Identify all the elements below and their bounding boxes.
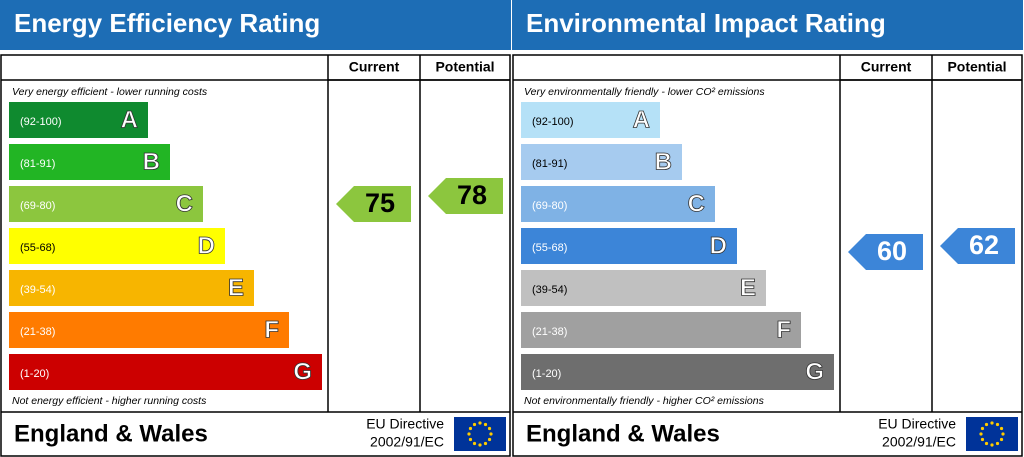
band-letter: B [143, 148, 160, 175]
band-range: (81-91) [20, 158, 55, 170]
panel-title: Energy Efficiency Rating [14, 8, 320, 38]
band-letter: F [776, 316, 791, 343]
band-range: (1-20) [20, 368, 49, 380]
rating-value: 75 [365, 188, 395, 218]
band-letter: G [293, 358, 312, 385]
rating-arrow [940, 228, 1015, 264]
band-letter: B [655, 148, 672, 175]
band [9, 186, 203, 222]
band [9, 102, 148, 138]
band-range: (21-38) [532, 326, 567, 338]
flag-star [995, 441, 1000, 446]
rating-value: 62 [969, 230, 999, 260]
band-letter: E [740, 274, 756, 301]
rating-arrow [848, 234, 923, 270]
band-range: (39-54) [20, 284, 55, 296]
band-range: (69-80) [532, 200, 567, 212]
region: England & Wales [14, 420, 208, 447]
directive: EU Directive [878, 416, 956, 432]
column-header: Current [349, 59, 400, 75]
flag-star [984, 422, 989, 427]
flag-star [487, 437, 492, 442]
panel-title: Environmental Impact Rating [526, 8, 886, 38]
panel-frame [0, 54, 511, 457]
column-header: Current [861, 59, 912, 75]
panel-frame [512, 54, 1023, 457]
flag-star [478, 443, 482, 447]
directive: EU Directive [366, 416, 444, 432]
band-range: (1-20) [532, 368, 561, 380]
band [9, 228, 225, 264]
band [521, 354, 834, 390]
band-letter: A [121, 106, 138, 133]
flag-star [999, 426, 1004, 431]
header-bar [512, 0, 1023, 50]
band-range: (92-100) [532, 116, 574, 128]
band-letter: A [633, 106, 650, 133]
band [521, 270, 766, 306]
band [521, 102, 660, 138]
flag-star [990, 443, 994, 447]
flag-star [984, 441, 989, 446]
band-letter: D [198, 232, 215, 259]
band-range: (55-68) [20, 242, 55, 254]
band-range: (55-68) [532, 242, 567, 254]
flag-star [478, 421, 482, 425]
band [521, 312, 801, 348]
flag-star [487, 426, 492, 431]
column-header: Potential [947, 59, 1006, 75]
flag-star [980, 437, 985, 442]
directive: 2002/91/EC [370, 434, 444, 450]
flag-star [979, 432, 983, 436]
rating-value: 78 [457, 180, 487, 210]
band [521, 144, 682, 180]
band-letter: F [264, 316, 279, 343]
flag-star [489, 432, 493, 436]
rating-arrow [428, 178, 503, 214]
header-bar [0, 0, 511, 50]
flag-star [995, 422, 1000, 427]
region: England & Wales [526, 420, 720, 447]
band-range: (69-80) [20, 200, 55, 212]
rating-arrow [336, 186, 411, 222]
column-header: Potential [435, 59, 494, 75]
band-range: (39-54) [532, 284, 567, 296]
band [9, 144, 170, 180]
bottom-note: Not energy efficient - higher running co… [12, 395, 207, 407]
band [9, 354, 322, 390]
band-letter: C [688, 190, 705, 217]
bottom-note: Not environmentally friendly - higher CO… [524, 395, 765, 407]
rating-value: 60 [877, 236, 907, 266]
band-range: (92-100) [20, 116, 62, 128]
band-range: (81-91) [532, 158, 567, 170]
flag-star [980, 426, 985, 431]
band-letter: E [228, 274, 244, 301]
band-letter: D [710, 232, 727, 259]
flag-star [468, 426, 473, 431]
flag-star [472, 422, 477, 427]
band-range: (21-38) [20, 326, 55, 338]
band-letter: G [805, 358, 824, 385]
directive: 2002/91/EC [882, 434, 956, 450]
flag-star [483, 441, 488, 446]
top-note: Very energy efficient - lower running co… [12, 86, 208, 98]
flag-star [467, 432, 471, 436]
flag-star [468, 437, 473, 442]
band [9, 270, 254, 306]
top-note: Very environmentally friendly - lower CO… [524, 86, 765, 98]
flag-star [472, 441, 477, 446]
band [521, 228, 737, 264]
flag-star [483, 422, 488, 427]
flag-star [999, 437, 1004, 442]
band [9, 312, 289, 348]
flag-star [990, 421, 994, 425]
band-letter: C [176, 190, 193, 217]
band [521, 186, 715, 222]
flag-star [1001, 432, 1005, 436]
